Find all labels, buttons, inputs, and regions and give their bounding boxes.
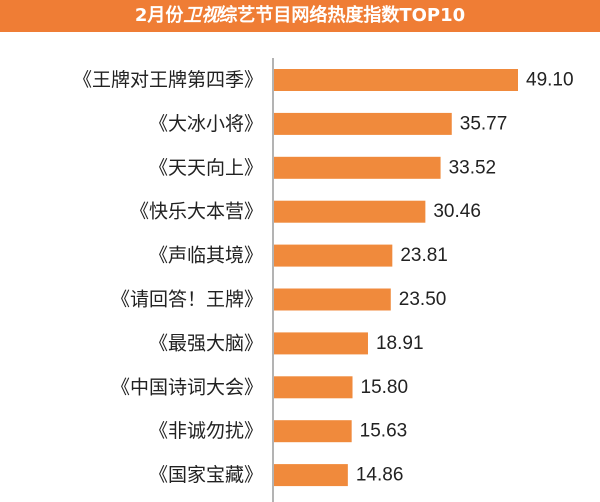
value-label: 18.91 [376, 333, 424, 354]
title-emphasis: 卫视 [183, 5, 220, 26]
category-label: 《快乐大本营》 [130, 201, 263, 223]
bar [274, 420, 352, 443]
value-label: 49.10 [526, 70, 574, 91]
category-label: 《非诚勿扰》 [149, 420, 263, 442]
value-label: 15.63 [360, 421, 408, 442]
category-label: 《王牌对王牌第四季》 [73, 69, 263, 91]
value-label: 23.81 [400, 245, 448, 266]
bar [274, 156, 441, 179]
bar [274, 244, 393, 267]
value-label: 14.86 [356, 465, 404, 486]
chart-title: 2月份卫视综艺节目网络热度指数TOP10 [0, 0, 600, 32]
category-label: 《国家宝藏》 [149, 464, 263, 486]
value-label: 23.50 [399, 289, 447, 310]
category-label: 《天天向上》 [149, 157, 263, 179]
category-label: 《声临其境》 [149, 245, 263, 267]
bar [274, 376, 353, 399]
title-prefix: 2月份 [134, 5, 184, 26]
bar [274, 332, 368, 355]
value-label: 35.77 [460, 113, 508, 134]
category-label: 《大冰小将》 [149, 113, 263, 135]
bar [274, 69, 518, 91]
bar [274, 288, 391, 311]
category-label: 《请回答！王牌》 [111, 289, 263, 311]
bar [274, 112, 452, 135]
value-label: 33.52 [449, 157, 497, 178]
title-bar [0, 0, 600, 32]
category-label: 《最强大脑》 [149, 332, 263, 354]
value-label: 30.46 [433, 201, 481, 222]
category-label: 《中国诗词大会》 [111, 376, 263, 398]
title-suffix: 综艺节目网络热度指数TOP10 [219, 5, 466, 26]
value-label: 15.80 [361, 377, 409, 398]
bar [274, 200, 426, 223]
bar [274, 464, 348, 487]
